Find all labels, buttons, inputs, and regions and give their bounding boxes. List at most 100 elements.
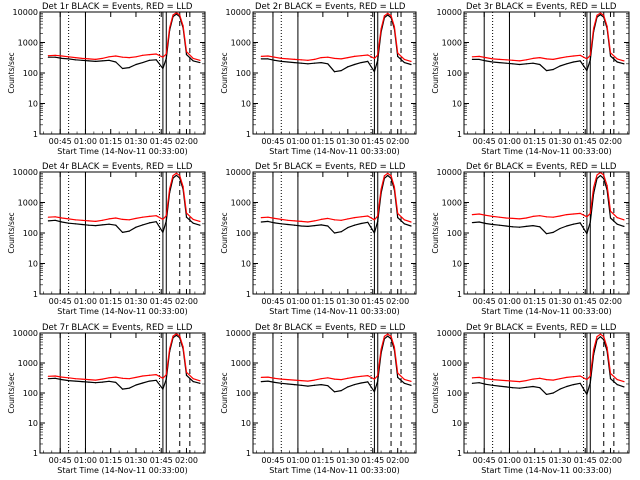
x-tick-label: 01:30 (124, 297, 147, 306)
data-point-lld (148, 215, 151, 218)
data-point-lld (471, 377, 474, 379)
data-point-events (108, 223, 110, 225)
data-point-events (397, 55, 399, 58)
data-point-lld (347, 377, 349, 379)
data-point-lld (377, 215, 379, 217)
x-tick-label: 01:45 (361, 456, 384, 465)
data-point-events (512, 387, 514, 389)
data-point-events (135, 384, 137, 386)
series-line-events (261, 174, 412, 234)
data-point-events (300, 384, 302, 386)
x-tick-label: 01:30 (124, 456, 147, 465)
data-point-events (566, 225, 568, 227)
data-point-lld (169, 348, 171, 350)
data-point-events (498, 61, 500, 64)
data-point-lld (179, 14, 181, 16)
data-point-lld (307, 380, 309, 382)
x-axis-label: Start Time (14-Nov-11 00:33:00) (481, 466, 611, 475)
data-point-events (579, 382, 581, 384)
y-tick-label: 100 (23, 69, 38, 78)
data-point-lld (532, 215, 534, 218)
data-point-lld (313, 58, 316, 60)
data-point-lld (74, 219, 76, 221)
data-point-lld (267, 55, 269, 57)
y-tick-label: 10000 (13, 329, 38, 338)
data-point-events (307, 225, 309, 227)
data-point-lld (545, 378, 548, 381)
data-point-events (165, 57, 167, 60)
data-point-lld (492, 215, 494, 218)
data-point-lld (121, 218, 124, 220)
data-point-events (367, 221, 369, 223)
data-point-events (492, 384, 494, 386)
chart-panel-8r: Det 8r BLACK = Events, RED = LLD 1 10 100 10… (220, 323, 417, 475)
data-point-lld (616, 58, 618, 60)
data-point-events (478, 382, 480, 384)
data-point-lld (333, 57, 336, 60)
data-point-lld (327, 217, 329, 220)
y-tick-label: 10 (452, 419, 462, 428)
chart-title: Det 3r BLACK = Events, RED = LLD (466, 2, 617, 12)
data-point-events (397, 216, 399, 219)
data-point-lld (128, 56, 130, 59)
series-line-lld (472, 171, 625, 221)
data-point-lld (165, 53, 167, 55)
data-point-events (74, 223, 76, 225)
y-tick-label: 10000 (13, 8, 38, 17)
data-point-events (74, 59, 76, 61)
data-point-lld (367, 375, 369, 377)
data-point-lld (54, 216, 56, 218)
data-point-lld (616, 216, 618, 219)
data-point-events (505, 386, 507, 388)
data-point-events (492, 223, 494, 226)
data-point-lld (485, 56, 487, 59)
x-tick-label: 00:45 (49, 297, 72, 306)
x-tick-label: 02:00 (599, 297, 622, 306)
data-point-events (267, 58, 269, 60)
data-point-events (162, 388, 164, 390)
data-point-events (566, 63, 568, 65)
data-point-events (505, 62, 507, 64)
data-point-lld (623, 380, 625, 383)
data-point-events (353, 224, 356, 226)
data-point-lld (274, 217, 276, 220)
plot-frame (463, 11, 630, 135)
data-point-lld (505, 379, 507, 382)
data-point-lld (300, 379, 302, 382)
data-point-lld (572, 55, 575, 57)
data-point-lld (393, 186, 395, 188)
data-point-events (115, 381, 117, 384)
x-tick-label: 01:15 (523, 297, 546, 306)
data-point-events (165, 220, 167, 222)
x-axis-label: Start Time (14-Nov-11 00:33:00) (269, 147, 399, 156)
data-point-lld (54, 375, 56, 377)
x-tick-label: 00:45 (473, 456, 496, 465)
data-point-events (616, 384, 618, 386)
data-point-lld (185, 371, 188, 373)
data-point-events (185, 54, 188, 56)
series-line-lld (48, 333, 201, 382)
data-point-events (148, 222, 151, 224)
data-point-lld (260, 55, 262, 58)
data-point-lld (162, 218, 164, 220)
data-point-events (572, 61, 575, 63)
data-point-lld (485, 378, 487, 380)
data-point-events (192, 380, 194, 383)
data-point-lld (552, 216, 554, 218)
y-tick-label: 1000 (231, 199, 251, 208)
data-point-lld (267, 376, 269, 378)
data-point-lld (373, 378, 376, 380)
y-tick-label: 10 (452, 260, 462, 269)
x-axis-label: Start Time (14-Nov-11 00:33:00) (269, 307, 399, 316)
data-point-lld (579, 54, 581, 56)
data-point-lld (478, 376, 480, 379)
y-tick-label: 10 (28, 260, 38, 269)
data-point-lld (599, 12, 601, 14)
data-point-events (623, 386, 625, 388)
data-point-lld (155, 215, 157, 217)
data-point-lld (603, 14, 605, 16)
data-point-lld (128, 378, 130, 380)
y-axis-label: Counts/sec (431, 212, 440, 253)
y-tick-label: 10000 (437, 329, 462, 338)
data-point-events (347, 386, 349, 388)
